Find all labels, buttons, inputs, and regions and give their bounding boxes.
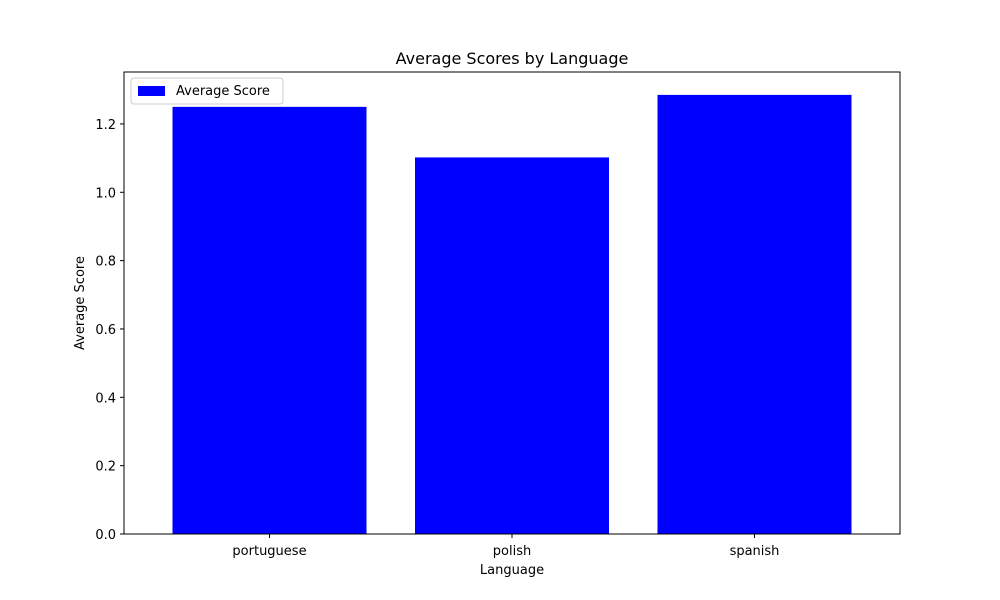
x-axis-ticks: portuguese polish spanish [232, 534, 779, 559]
y-tick-label: 0.0 [95, 528, 116, 543]
x-tick-label: polish [493, 544, 531, 559]
y-tick-label: 0.4 [95, 391, 116, 406]
y-tick-label: 0.2 [95, 460, 116, 475]
legend-swatch [138, 86, 165, 96]
y-tick-label: 0.8 [95, 255, 116, 270]
y-tick-label: 1.0 [95, 186, 116, 201]
y-axis-label: Average Score [73, 256, 88, 350]
bars-group [172, 94, 852, 535]
legend-label: Average Score [176, 84, 270, 99]
y-axis-ticks: 0.0 0.2 0.4 0.6 0.8 1.0 1.2 [95, 118, 124, 543]
bar-spanish [657, 94, 852, 535]
plot-frame [123, 71, 901, 535]
bar-portuguese [172, 106, 367, 534]
y-tick-label: 0.6 [95, 323, 116, 338]
legend: Average Score [130, 77, 284, 105]
y-tick-label: 1.2 [95, 118, 116, 133]
x-tick-label: portuguese [232, 544, 306, 559]
x-tick-label: spanish [730, 544, 780, 559]
bar-polish [415, 157, 609, 534]
x-axis-label: Language [480, 563, 544, 578]
legend-box [130, 77, 284, 105]
chart-title: Average Scores by Language [396, 49, 629, 68]
